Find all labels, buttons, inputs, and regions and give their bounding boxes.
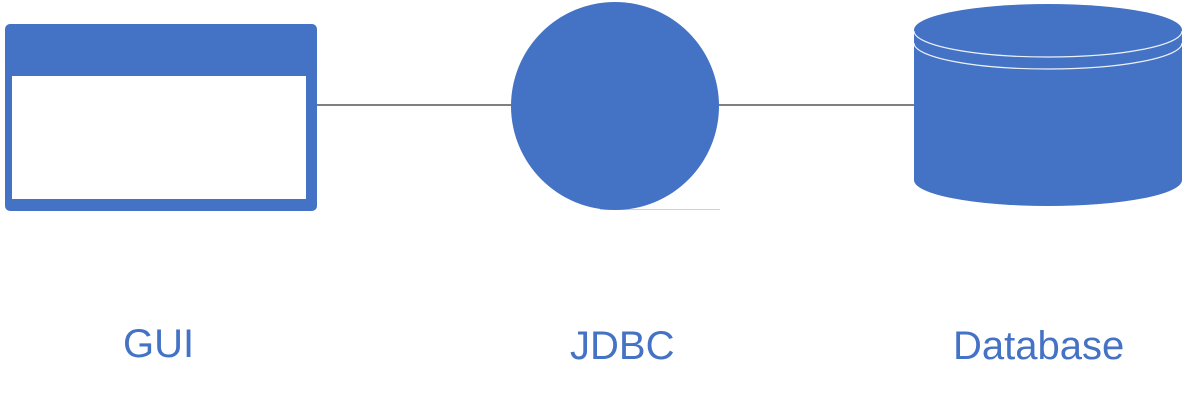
window-icon	[5, 24, 317, 211]
jdbc-label: JDBC	[570, 324, 675, 368]
database-cylinder-icon	[913, 4, 1183, 206]
gui-label: GUI	[123, 322, 195, 366]
circle-node-icon	[511, 2, 719, 210]
database-label: Database	[953, 324, 1125, 368]
